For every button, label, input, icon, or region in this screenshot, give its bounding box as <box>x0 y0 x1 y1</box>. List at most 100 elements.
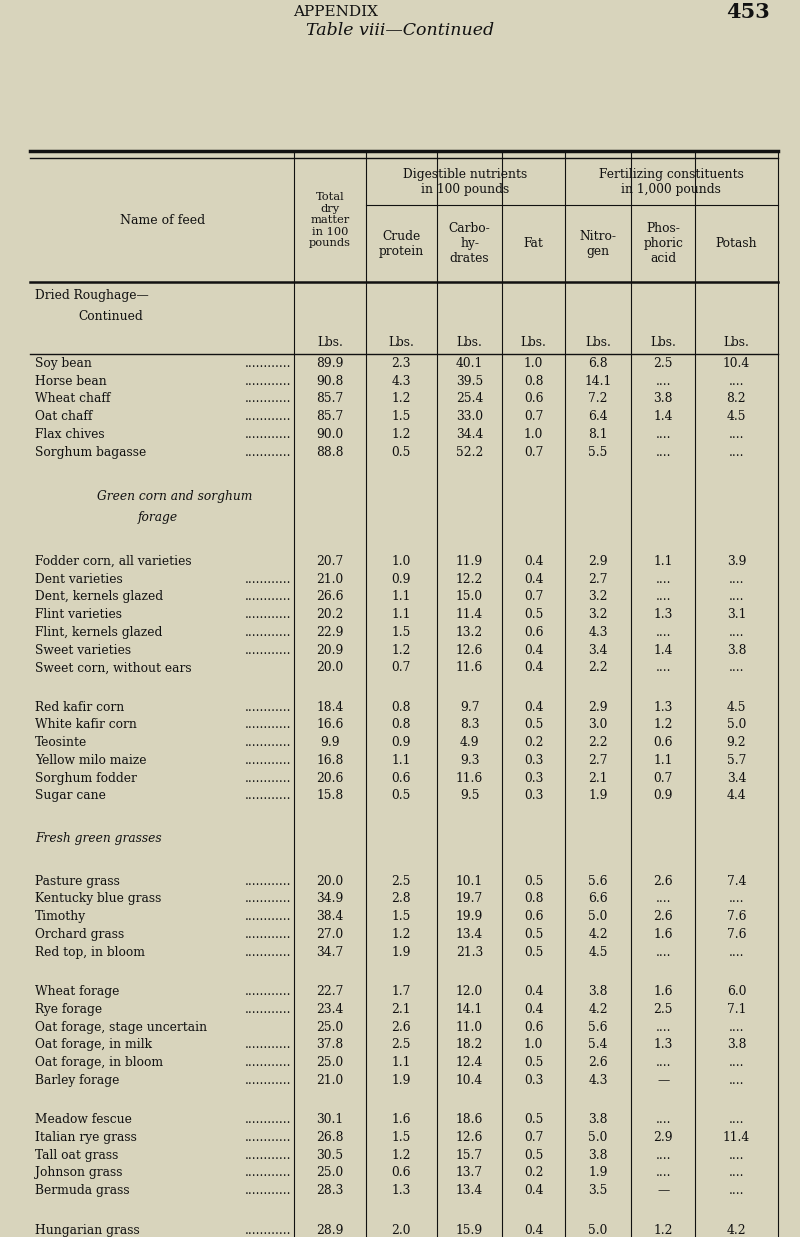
Text: ............: ............ <box>245 772 291 784</box>
Text: 9.5: 9.5 <box>460 789 479 803</box>
Text: 2.7: 2.7 <box>588 755 608 767</box>
Text: 2.6: 2.6 <box>588 1056 608 1069</box>
Text: ............: ............ <box>245 1149 291 1162</box>
Text: 52.2: 52.2 <box>456 445 483 459</box>
Text: 0.7: 0.7 <box>524 445 543 459</box>
Text: ....: .... <box>655 1021 671 1034</box>
Text: ....: .... <box>729 892 744 905</box>
Text: forage: forage <box>138 511 178 523</box>
Text: 28.3: 28.3 <box>316 1184 344 1197</box>
Text: 1.2: 1.2 <box>391 643 411 657</box>
Text: 0.4: 0.4 <box>524 1184 543 1197</box>
Text: 0.8: 0.8 <box>391 719 411 731</box>
Text: Table viii—Continued: Table viii—Continued <box>306 22 494 40</box>
Text: 2.5: 2.5 <box>654 356 673 370</box>
Text: 1.0: 1.0 <box>524 428 543 440</box>
Text: Total
dry
matter
in 100
pounds: Total dry matter in 100 pounds <box>309 192 351 249</box>
Text: 453: 453 <box>726 2 770 22</box>
Text: ....: .... <box>655 662 671 674</box>
Text: 2.7: 2.7 <box>588 573 608 585</box>
Text: 0.8: 0.8 <box>524 892 543 905</box>
Text: Digestible nutrients
in 100 pounds: Digestible nutrients in 100 pounds <box>403 168 527 195</box>
Text: White kafir corn: White kafir corn <box>35 719 137 731</box>
Text: 1.2: 1.2 <box>654 1223 673 1237</box>
Text: 0.9: 0.9 <box>391 736 411 750</box>
Text: Italian rye grass: Italian rye grass <box>35 1131 137 1144</box>
Text: ............: ............ <box>245 609 291 621</box>
Text: 12.4: 12.4 <box>456 1056 483 1069</box>
Text: ....: .... <box>655 375 671 387</box>
Text: 3.9: 3.9 <box>726 555 746 568</box>
Text: 0.5: 0.5 <box>524 875 543 888</box>
Text: Johnson grass: Johnson grass <box>35 1166 122 1179</box>
Text: Lbs.: Lbs. <box>585 335 611 349</box>
Text: Lbs.: Lbs. <box>317 335 343 349</box>
Text: 4.2: 4.2 <box>726 1223 746 1237</box>
Text: 30.1: 30.1 <box>317 1113 343 1126</box>
Text: ....: .... <box>655 1113 671 1126</box>
Text: 4.4: 4.4 <box>726 789 746 803</box>
Text: Continued: Continued <box>78 310 143 323</box>
Text: 6.6: 6.6 <box>588 892 608 905</box>
Text: 8.3: 8.3 <box>460 719 479 731</box>
Text: 19.7: 19.7 <box>456 892 483 905</box>
Text: 0.9: 0.9 <box>391 573 411 585</box>
Text: ............: ............ <box>245 643 291 657</box>
Text: 15.9: 15.9 <box>456 1223 483 1237</box>
Text: 11.4: 11.4 <box>722 1131 750 1144</box>
Text: ............: ............ <box>245 573 291 585</box>
Text: ............: ............ <box>245 428 291 440</box>
Text: Sweet corn, without ears: Sweet corn, without ears <box>35 662 192 674</box>
Text: 1.2: 1.2 <box>391 1149 411 1162</box>
Text: 5.7: 5.7 <box>726 755 746 767</box>
Text: 0.6: 0.6 <box>391 1166 411 1179</box>
Text: ....: .... <box>655 445 671 459</box>
Text: 7.6: 7.6 <box>726 928 746 941</box>
Text: 0.5: 0.5 <box>524 945 543 959</box>
Text: 11.6: 11.6 <box>456 772 483 784</box>
Text: 18.6: 18.6 <box>456 1113 483 1126</box>
Text: ....: .... <box>655 626 671 638</box>
Text: 21.3: 21.3 <box>456 945 483 959</box>
Text: 16.6: 16.6 <box>316 719 344 731</box>
Text: 1.9: 1.9 <box>391 1074 411 1087</box>
Text: 2.8: 2.8 <box>391 892 411 905</box>
Text: 11.6: 11.6 <box>456 662 483 674</box>
Text: 1.6: 1.6 <box>654 928 673 941</box>
Text: 13.4: 13.4 <box>456 928 483 941</box>
Text: 6.0: 6.0 <box>726 985 746 998</box>
Text: Green corn and sorghum: Green corn and sorghum <box>98 490 253 502</box>
Text: 1.5: 1.5 <box>391 409 411 423</box>
Text: ............: ............ <box>245 1074 291 1087</box>
Text: 0.7: 0.7 <box>524 409 543 423</box>
Text: 12.0: 12.0 <box>456 985 483 998</box>
Text: 20.0: 20.0 <box>316 662 344 674</box>
Text: Kentucky blue grass: Kentucky blue grass <box>35 892 162 905</box>
Text: 1.1: 1.1 <box>391 590 411 604</box>
Text: ............: ............ <box>245 1223 291 1237</box>
Text: 40.1: 40.1 <box>456 356 483 370</box>
Text: ............: ............ <box>245 700 291 714</box>
Text: 13.2: 13.2 <box>456 626 483 638</box>
Text: —: — <box>657 1074 670 1087</box>
Text: 2.6: 2.6 <box>654 910 673 923</box>
Text: 4.5: 4.5 <box>726 409 746 423</box>
Text: ....: .... <box>729 1166 744 1179</box>
Text: 1.2: 1.2 <box>391 928 411 941</box>
Text: 1.2: 1.2 <box>391 428 411 440</box>
Text: 1.3: 1.3 <box>654 609 673 621</box>
Text: ....: .... <box>729 662 744 674</box>
Text: 0.5: 0.5 <box>524 928 543 941</box>
Text: 21.0: 21.0 <box>316 1074 344 1087</box>
Text: 22.9: 22.9 <box>316 626 344 638</box>
Text: 7.2: 7.2 <box>588 392 608 406</box>
Text: 0.4: 0.4 <box>524 643 543 657</box>
Text: 3.2: 3.2 <box>588 590 608 604</box>
Text: ............: ............ <box>245 409 291 423</box>
Text: Lbs.: Lbs. <box>457 335 482 349</box>
Text: Flax chives: Flax chives <box>35 428 105 440</box>
Text: ............: ............ <box>245 1131 291 1144</box>
Text: 1.5: 1.5 <box>391 910 411 923</box>
Text: ....: .... <box>655 1056 671 1069</box>
Text: Sweet varieties: Sweet varieties <box>35 643 131 657</box>
